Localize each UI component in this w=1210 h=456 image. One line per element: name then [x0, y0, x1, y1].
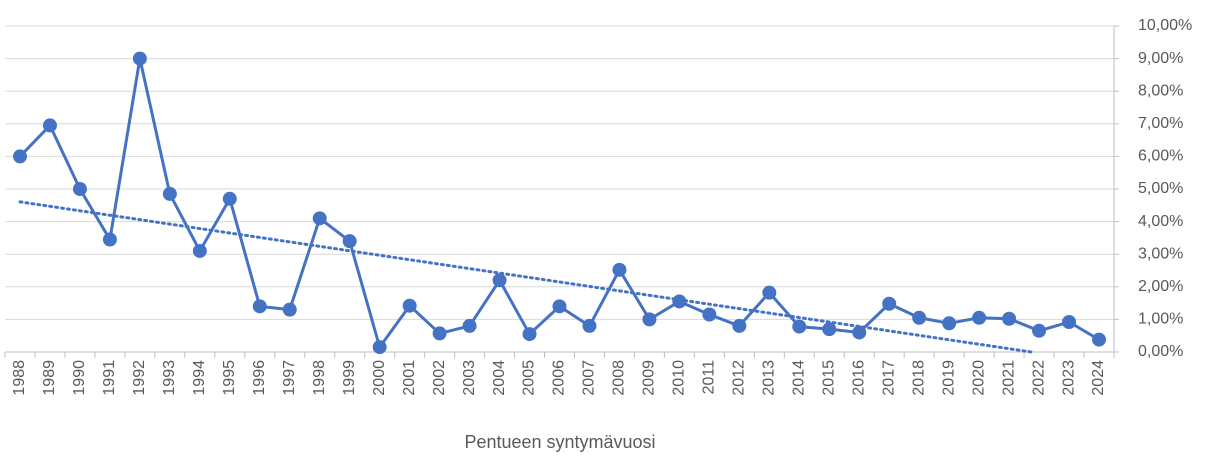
data-point: [552, 299, 567, 314]
x-axis-title: Pentueen syntymävuosi: [464, 432, 655, 452]
data-point: [72, 182, 87, 196]
x-tick-label: 2024: [1090, 360, 1107, 396]
y-tick-label: 5,00%: [1138, 180, 1183, 197]
y-tick-label: 6,00%: [1138, 148, 1183, 165]
x-tick-label: 2003: [461, 360, 478, 396]
x-tick-label: 1988: [11, 360, 28, 396]
data-point: [492, 273, 507, 288]
x-tick-label: 2015: [820, 360, 837, 396]
y-tick-label: 7,00%: [1138, 115, 1183, 132]
data-point: [12, 149, 27, 164]
y-tick-label: 8,00%: [1138, 82, 1183, 99]
data-point: [822, 322, 837, 337]
data-point: [732, 318, 747, 333]
data-point: [672, 294, 687, 309]
x-tick-label: 1998: [311, 360, 328, 396]
data-point: [972, 310, 987, 325]
y-tick-label: 10,00%: [1138, 17, 1192, 34]
data-point: [162, 186, 177, 201]
x-tick-label: 2005: [521, 360, 538, 396]
x-tick-label: 2019: [940, 360, 957, 396]
y-tick-label: 1,00%: [1138, 311, 1183, 328]
x-tick-label: 2014: [791, 360, 808, 396]
x-tick-label: 1996: [251, 360, 268, 396]
x-tick-label: 1989: [41, 360, 58, 396]
data-point: [762, 285, 777, 300]
data-point: [102, 232, 117, 247]
y-tick-label: 9,00%: [1138, 50, 1183, 67]
data-point: [402, 298, 417, 313]
x-tick-label: 1994: [191, 360, 208, 396]
data-point: [222, 191, 237, 206]
x-tick-label: 2018: [910, 360, 927, 396]
data-point: [642, 312, 657, 327]
x-tick-label: 2004: [491, 360, 508, 396]
x-tick-label: 2017: [880, 360, 897, 396]
x-tick-label: 1999: [341, 360, 358, 396]
data-point: [282, 302, 297, 317]
x-tick-label: 2012: [731, 360, 748, 396]
data-point: [312, 211, 327, 226]
x-tick-label: 1990: [71, 360, 88, 396]
data-point: [612, 262, 627, 277]
x-tick-label: 2022: [1030, 360, 1047, 396]
data-point: [522, 327, 537, 342]
x-tick-label: 2023: [1060, 360, 1077, 396]
x-tick-label: 2000: [371, 360, 388, 396]
x-tick-label: 2016: [850, 360, 867, 396]
data-point: [1002, 311, 1017, 326]
data-point: [1032, 323, 1047, 338]
data-point: [432, 326, 447, 341]
x-tick-label: 2011: [701, 360, 718, 395]
data-point: [192, 243, 207, 258]
data-point: [252, 299, 267, 314]
data-point: [942, 316, 957, 331]
x-tick-label: 1991: [101, 360, 118, 396]
x-tick-label: 2007: [581, 360, 598, 396]
x-tick-label: 2010: [671, 360, 688, 396]
data-point: [702, 307, 717, 322]
x-tick-label: 1997: [281, 360, 298, 396]
data-point: [1062, 315, 1077, 330]
data-point: [42, 118, 57, 133]
data-point: [852, 325, 867, 340]
data-point: [582, 318, 597, 333]
data-point: [1092, 332, 1107, 347]
x-tick-label: 2001: [401, 360, 418, 396]
data-point: [882, 296, 897, 311]
x-tick-label: 2002: [431, 360, 448, 396]
data-point: [462, 318, 477, 333]
data-point: [372, 340, 387, 355]
data-point: [792, 319, 807, 334]
x-tick-label: 1995: [221, 360, 238, 396]
x-tick-label: 1992: [131, 360, 148, 396]
y-tick-label: 0,00%: [1138, 343, 1183, 360]
x-tick-label: 2008: [611, 360, 628, 396]
x-tick-label: 2006: [551, 360, 568, 396]
y-tick-label: 4,00%: [1138, 213, 1183, 230]
x-tick-label: 2020: [970, 360, 987, 396]
y-tick-label: 2,00%: [1138, 278, 1183, 295]
x-tick-label: 2009: [641, 360, 658, 396]
x-tick-label: 1993: [161, 360, 178, 396]
data-point: [342, 234, 357, 249]
data-point: [912, 310, 927, 325]
x-tick-label: 2021: [1000, 360, 1017, 396]
y-tick-label: 3,00%: [1138, 245, 1183, 262]
data-point: [132, 51, 147, 66]
x-tick-label: 2013: [761, 360, 778, 396]
